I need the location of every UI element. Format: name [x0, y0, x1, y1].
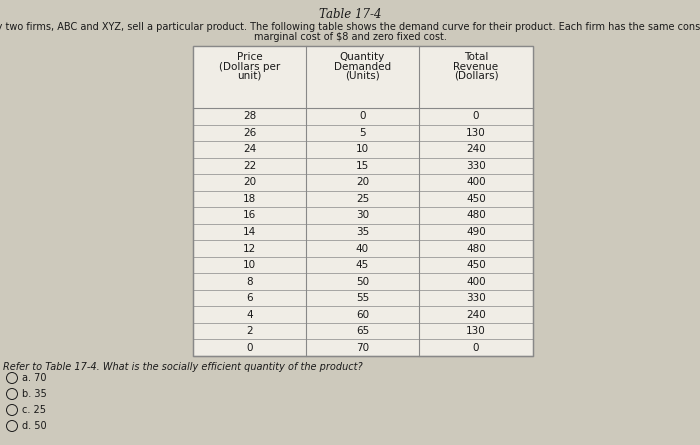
Text: 480: 480	[466, 210, 486, 220]
Text: 14: 14	[243, 227, 256, 237]
Text: 6: 6	[246, 293, 253, 303]
Text: Only two firms, ABC and XYZ, sell a particular product. The following table show: Only two firms, ABC and XYZ, sell a part…	[0, 22, 700, 32]
Text: 4: 4	[246, 310, 253, 320]
Text: 450: 450	[466, 260, 486, 270]
Text: Quantity: Quantity	[340, 52, 385, 62]
Text: 490: 490	[466, 227, 486, 237]
Text: a. 70: a. 70	[22, 373, 46, 383]
Text: 330: 330	[466, 161, 486, 171]
Bar	[193, 46, 533, 108]
Text: 55: 55	[356, 293, 369, 303]
Text: 60: 60	[356, 310, 369, 320]
Text: 40: 40	[356, 243, 369, 254]
Text: c. 25: c. 25	[22, 405, 46, 415]
Text: Table 17-4: Table 17-4	[318, 8, 382, 21]
Text: 10: 10	[356, 144, 369, 154]
Text: 130: 130	[466, 128, 486, 138]
Text: unit): unit)	[237, 71, 262, 81]
Text: 24: 24	[243, 144, 256, 154]
Text: Demanded: Demanded	[334, 61, 391, 72]
Text: (Dollars): (Dollars)	[454, 71, 498, 81]
Text: marginal cost of $8 and zero fixed cost.: marginal cost of $8 and zero fixed cost.	[253, 32, 447, 42]
Text: 480: 480	[466, 243, 486, 254]
Text: 330: 330	[466, 293, 486, 303]
Text: d. 50: d. 50	[22, 421, 46, 431]
Text: 18: 18	[243, 194, 256, 204]
Text: 16: 16	[243, 210, 256, 220]
Text: 45: 45	[356, 260, 369, 270]
Text: 65: 65	[356, 326, 369, 336]
Text: 0: 0	[359, 111, 365, 121]
Text: 400: 400	[466, 178, 486, 187]
Text: 0: 0	[473, 111, 480, 121]
Text: Revenue: Revenue	[454, 61, 498, 72]
Text: b. 35: b. 35	[22, 389, 46, 399]
Text: 20: 20	[243, 178, 256, 187]
Text: 5: 5	[359, 128, 366, 138]
Text: 12: 12	[243, 243, 256, 254]
Text: (Dollars per: (Dollars per	[219, 61, 280, 72]
Text: 10: 10	[243, 260, 256, 270]
Text: 35: 35	[356, 227, 369, 237]
Bar	[193, 46, 533, 356]
Text: Total: Total	[464, 52, 488, 62]
Text: Refer to Table 17-4. What is the socially efficient quantity of the product?: Refer to Table 17-4. What is the sociall…	[3, 362, 363, 372]
Text: 400: 400	[466, 277, 486, 287]
Text: 20: 20	[356, 178, 369, 187]
Text: Price: Price	[237, 52, 262, 62]
Text: 15: 15	[356, 161, 369, 171]
Text: 0: 0	[246, 343, 253, 353]
Text: 240: 240	[466, 144, 486, 154]
Text: 30: 30	[356, 210, 369, 220]
Text: 2: 2	[246, 326, 253, 336]
Text: 8: 8	[246, 277, 253, 287]
Text: 240: 240	[466, 310, 486, 320]
Bar	[193, 46, 533, 356]
Text: 450: 450	[466, 194, 486, 204]
Text: 0: 0	[473, 343, 480, 353]
Text: 28: 28	[243, 111, 256, 121]
Text: 70: 70	[356, 343, 369, 353]
Text: 130: 130	[466, 326, 486, 336]
Text: 50: 50	[356, 277, 369, 287]
Text: 25: 25	[356, 194, 369, 204]
Text: 26: 26	[243, 128, 256, 138]
Text: 22: 22	[243, 161, 256, 171]
Text: (Units): (Units)	[345, 71, 380, 81]
